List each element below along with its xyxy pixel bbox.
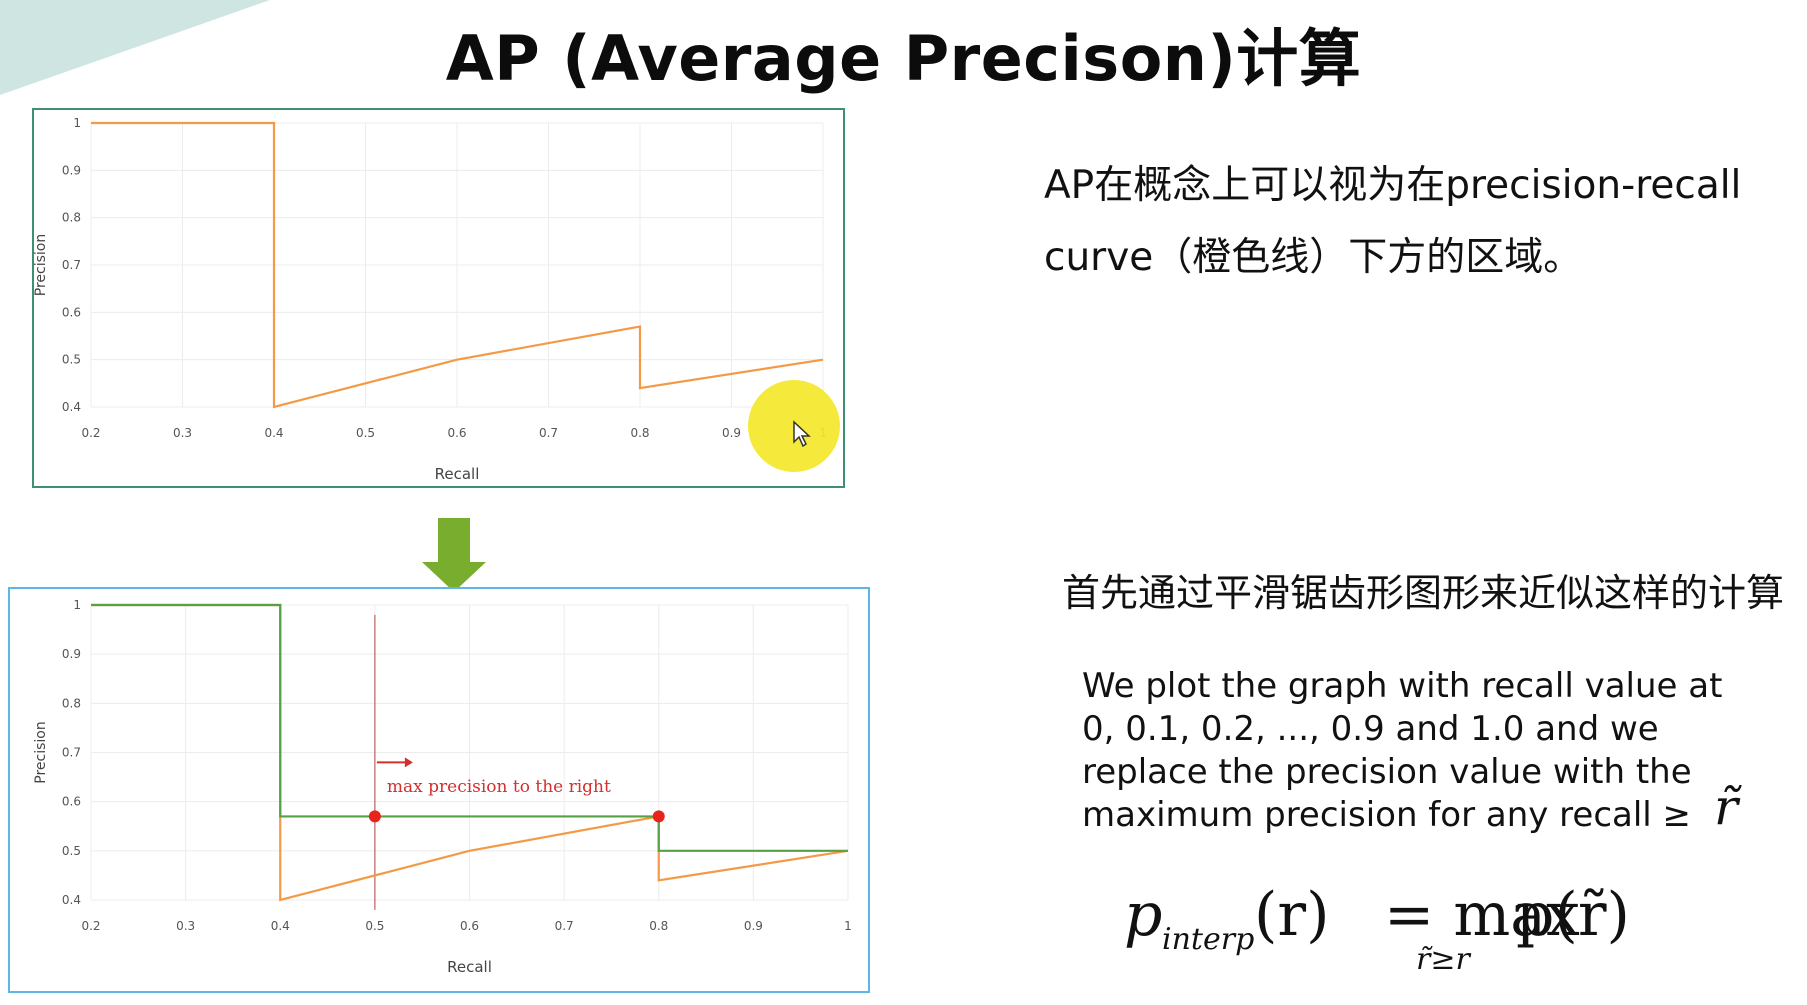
- pr-curve-svg-top: 0.2 0.3 0.4 0.5 0.6 0.7 0.8 0.9 1 0.4 0.5 0.6 0.7 0.8…: [34, 116, 827, 483]
- formula-lhs-subscript: interp: [1162, 922, 1255, 957]
- english-description: We plot the graph with recall value at 0…: [1082, 665, 1772, 837]
- x-tick-label: 0.2: [81, 426, 100, 440]
- slide-title: AP (Average Precison)计算: [445, 22, 1362, 95]
- x-tick-label: 0.7: [539, 426, 558, 440]
- x-tick-label: 0.6: [460, 919, 479, 933]
- y-tick-label: 0.7: [62, 258, 81, 272]
- y-tick-label: 0.7: [62, 746, 81, 760]
- annotation-arrow-head: [404, 757, 413, 768]
- annotation-marker: [368, 810, 381, 823]
- y-tick-label: 1: [73, 116, 81, 130]
- y-tick-label: 0.8: [62, 211, 81, 225]
- y-tick-label: 0.4: [62, 400, 81, 414]
- interpolated-pr-svg-bottom: 0.2 0.3 0.4 0.5 0.6 0.7 0.8 0.9 1 0.4 0.5 0.6 0.7 0.8…: [33, 598, 852, 976]
- interpolated-pr-chart-bottom: 0.2 0.3 0.4 0.5 0.6 0.7 0.8 0.9 1 0.4 0.5 0.6 0.7 0.8…: [8, 587, 870, 993]
- series-line: [91, 121, 824, 409]
- ap-description: AP在概念上可以视为在precision-recall curve（橙色线）下方…: [1044, 163, 1742, 280]
- x-tick-label: 0.2: [81, 919, 100, 933]
- pr-curve-chart-top: 0.2 0.3 0.4 0.5 0.6 0.7 0.8 0.9 1 0.4 0.5 0.6 0.7 0.8…: [32, 108, 845, 488]
- x-tick-label: 0.9: [744, 919, 763, 933]
- english-line: replace the precision value with the: [1082, 752, 1692, 792]
- formula-operator: = max: [1384, 880, 1580, 950]
- formula-rhs: p(r̃): [1516, 880, 1630, 950]
- english-line: maximum precision for any recall ≥: [1082, 795, 1692, 835]
- r-tilde-symbol: r̃: [1714, 778, 1738, 836]
- x-tick-label: 0.8: [649, 919, 668, 933]
- y-tick-label: 1: [73, 598, 81, 612]
- y-tick-label: 0.6: [62, 305, 81, 319]
- formula-lhs-argument: (r): [1254, 880, 1330, 950]
- mouse-pointer-icon: [793, 420, 811, 448]
- series-line: [91, 603, 848, 852]
- english-line: 0, 0.1, 0.2, ..., 0.9 and 1.0 and we: [1082, 709, 1659, 749]
- y-tick-label: 0.8: [62, 696, 81, 710]
- y-tick-label: 0.4: [62, 893, 81, 907]
- x-tick-label: 0.4: [271, 919, 290, 933]
- x-tick-label: 0.6: [447, 426, 466, 440]
- y-tick-label: 0.9: [62, 647, 81, 661]
- x-tick-label: 0.5: [356, 426, 375, 440]
- smoothing-description: 首先通过平滑锯齿形图形来近似这样的计算: [1062, 571, 1785, 615]
- y-axis-label: Precision: [33, 721, 49, 783]
- y-tick-label: 0.5: [62, 844, 81, 858]
- interp-formula: p interp (r) = max r̃≥r p(r̃): [1124, 880, 1644, 990]
- x-tick-label: 0.8: [630, 426, 649, 440]
- y-axis-label: Precision: [34, 234, 49, 296]
- x-tick-label: 0.9: [722, 426, 741, 440]
- x-tick-label: 0.3: [173, 426, 192, 440]
- x-tick-label: 0.7: [555, 919, 574, 933]
- english-line: We plot the graph with recall value at: [1082, 666, 1723, 706]
- y-tick-label: 0.5: [62, 353, 81, 367]
- x-tick-label: 0.3: [176, 919, 195, 933]
- formula-max-subscript: r̃≥r: [1416, 942, 1470, 977]
- y-tick-label: 0.6: [62, 795, 81, 809]
- annotation-marker: [652, 810, 665, 823]
- x-axis-label: Recall: [447, 958, 492, 976]
- x-tick-label: 0.5: [365, 919, 384, 933]
- down-arrow-icon: [422, 518, 486, 592]
- x-axis-label: Recall: [435, 465, 480, 483]
- x-tick-label: 0.4: [264, 426, 283, 440]
- formula-lhs-symbol: p: [1124, 880, 1163, 950]
- annotation-text: max precision to the right: [387, 777, 611, 797]
- x-tick-label: 1: [844, 919, 852, 933]
- y-tick-label: 0.9: [62, 163, 81, 177]
